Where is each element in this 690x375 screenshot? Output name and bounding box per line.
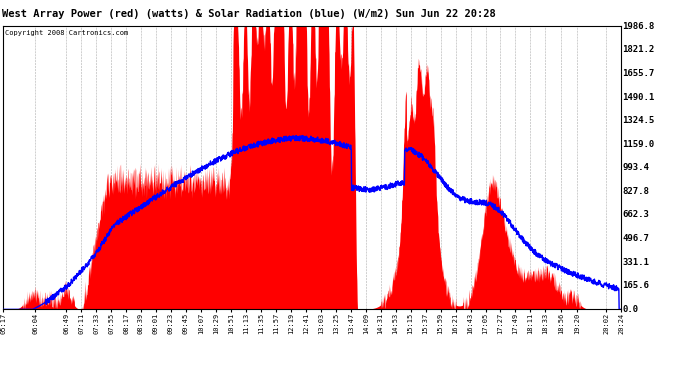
- Text: 1324.5: 1324.5: [622, 116, 655, 125]
- Text: 165.6: 165.6: [622, 281, 649, 290]
- Text: Copyright 2008 Cartronics.com: Copyright 2008 Cartronics.com: [5, 30, 128, 36]
- Text: 993.4: 993.4: [622, 164, 649, 172]
- Text: 1655.7: 1655.7: [622, 69, 655, 78]
- Text: 827.8: 827.8: [622, 187, 649, 196]
- Text: 331.1: 331.1: [622, 258, 649, 267]
- Text: 1986.8: 1986.8: [622, 22, 655, 31]
- Text: West Array Power (red) (watts) & Solar Radiation (blue) (W/m2) Sun Jun 22 20:28: West Array Power (red) (watts) & Solar R…: [1, 9, 495, 20]
- Text: 1490.1: 1490.1: [622, 93, 655, 102]
- Text: 662.3: 662.3: [622, 210, 649, 219]
- Text: 1821.2: 1821.2: [622, 45, 655, 54]
- Text: 496.7: 496.7: [622, 234, 649, 243]
- Text: 0.0: 0.0: [622, 305, 638, 314]
- Text: 1159.0: 1159.0: [622, 140, 655, 149]
